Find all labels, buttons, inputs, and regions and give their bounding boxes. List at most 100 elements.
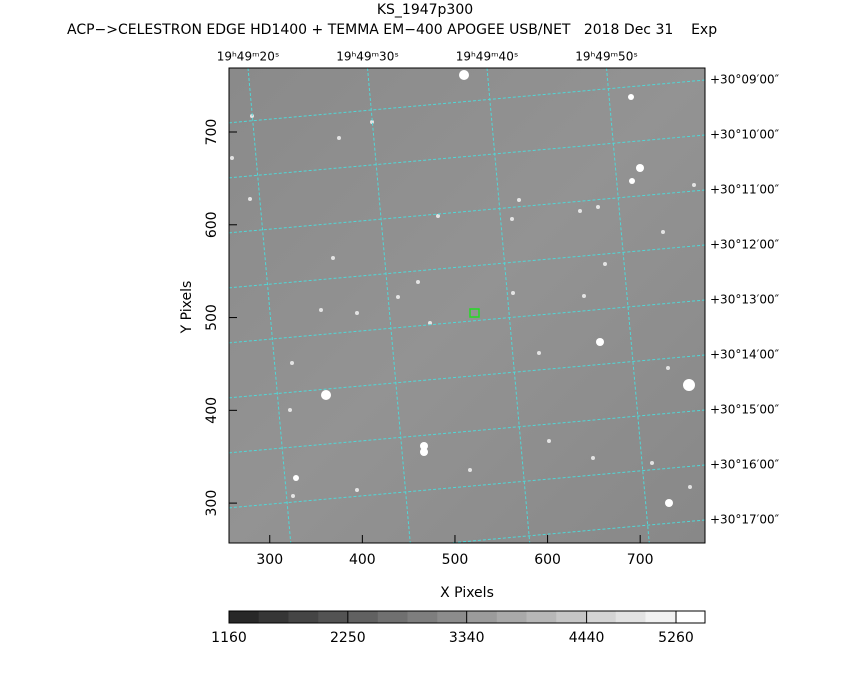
y-axis-label: Y Pixels <box>179 281 195 335</box>
target-marker <box>469 308 480 318</box>
star <box>547 439 551 443</box>
star <box>578 209 582 213</box>
star <box>510 217 514 221</box>
star <box>666 366 670 370</box>
ra-grid-line <box>247 68 292 543</box>
star <box>688 485 692 489</box>
x-tick-label: 400 <box>349 552 376 568</box>
chart-title: KS_1947p300 <box>377 2 473 18</box>
star <box>293 475 299 481</box>
star <box>250 114 254 118</box>
y-tick-label: 500 <box>204 304 220 331</box>
colorbar-step <box>258 611 289 623</box>
star <box>319 308 323 312</box>
colorbar-tick-label: 4440 <box>569 630 605 646</box>
colorbar-step <box>496 611 527 623</box>
star <box>355 488 359 492</box>
star <box>290 361 294 365</box>
star <box>248 197 252 201</box>
star <box>420 442 428 450</box>
ra-label: 19ʰ49ᵐ50ˢ <box>575 50 638 64</box>
x-tick-label: 700 <box>627 552 654 568</box>
sky-image <box>229 68 705 543</box>
y-tick-label: 400 <box>204 397 220 424</box>
colorbar-step <box>526 611 557 623</box>
ra-grid-line <box>486 68 531 543</box>
dec-label: +30°17′00″ <box>710 513 780 527</box>
x-axis-label: X Pixels <box>440 585 494 601</box>
ra-label: 19ʰ49ᵐ40ˢ <box>456 50 519 64</box>
x-tick-label: 300 <box>256 552 283 568</box>
colorbar-tick-label: 1160 <box>211 630 247 646</box>
star <box>603 262 607 266</box>
ra-grid-line <box>606 68 650 543</box>
colorbar-step <box>615 611 646 623</box>
star <box>370 120 374 124</box>
dec-label: +30°14′00″ <box>710 348 780 362</box>
colorbar-tick-label: 2250 <box>330 630 366 646</box>
star <box>591 456 595 460</box>
star <box>596 338 604 346</box>
colorbar-step <box>288 611 319 623</box>
colorbar-step <box>556 611 587 623</box>
star <box>692 183 696 187</box>
star <box>420 448 428 456</box>
y-tick-label: 600 <box>204 211 220 238</box>
star <box>468 468 472 472</box>
star <box>355 311 359 315</box>
dec-label: +30°12′00″ <box>710 238 780 252</box>
colorbar-step <box>348 611 379 623</box>
colorbar-step <box>586 611 617 623</box>
stars <box>230 70 696 507</box>
star <box>683 379 695 391</box>
y-tick-label: 700 <box>204 119 220 146</box>
dec-label: +30°16′00″ <box>710 458 780 472</box>
ra-grid-line <box>367 68 411 543</box>
star <box>661 230 665 234</box>
plot-frame <box>228 67 706 544</box>
x-tick-label: 600 <box>534 552 561 568</box>
star <box>396 295 400 299</box>
star <box>288 408 292 412</box>
star <box>459 70 469 80</box>
dec-label: +30°11′00″ <box>710 183 780 197</box>
star <box>596 205 600 209</box>
star <box>650 461 654 465</box>
star <box>337 136 341 140</box>
ra-label: 19ʰ49ᵐ30ˢ <box>336 50 399 64</box>
star <box>331 256 335 260</box>
chart-subtitle: ACP−>CELESTRON EDGE HD1400 + TEMMA EM−40… <box>67 22 717 38</box>
coordinate-grid <box>229 68 705 543</box>
star <box>436 214 440 218</box>
star <box>582 294 586 298</box>
colorbar-tick-label: 5260 <box>658 630 694 646</box>
colorbar-step <box>467 611 498 623</box>
star <box>665 499 673 507</box>
colorbar-step <box>318 611 349 623</box>
star <box>537 351 541 355</box>
colorbar-step <box>377 611 408 623</box>
dec-label: +30°15′00″ <box>710 403 780 417</box>
colorbar-step <box>645 611 676 623</box>
colorbar-step <box>407 611 438 623</box>
star <box>517 198 521 202</box>
star <box>428 321 432 325</box>
star <box>628 94 634 100</box>
star <box>321 390 331 400</box>
colorbar-step <box>229 611 260 623</box>
dec-label: +30°09′00″ <box>710 73 780 87</box>
colorbar-step <box>437 611 468 623</box>
star <box>636 164 644 172</box>
dec-label: +30°10′00″ <box>710 128 780 142</box>
ra-label: 19ʰ49ᵐ20ˢ <box>217 50 280 64</box>
x-tick-label: 500 <box>442 552 469 568</box>
star <box>629 178 635 184</box>
star <box>230 156 234 160</box>
star <box>511 291 515 295</box>
colorbar-tick-label: 3340 <box>449 630 485 646</box>
colorbar-step <box>675 611 706 623</box>
star <box>416 280 420 284</box>
dec-label: +30°13′00″ <box>710 293 780 307</box>
y-tick-label: 300 <box>204 490 220 517</box>
